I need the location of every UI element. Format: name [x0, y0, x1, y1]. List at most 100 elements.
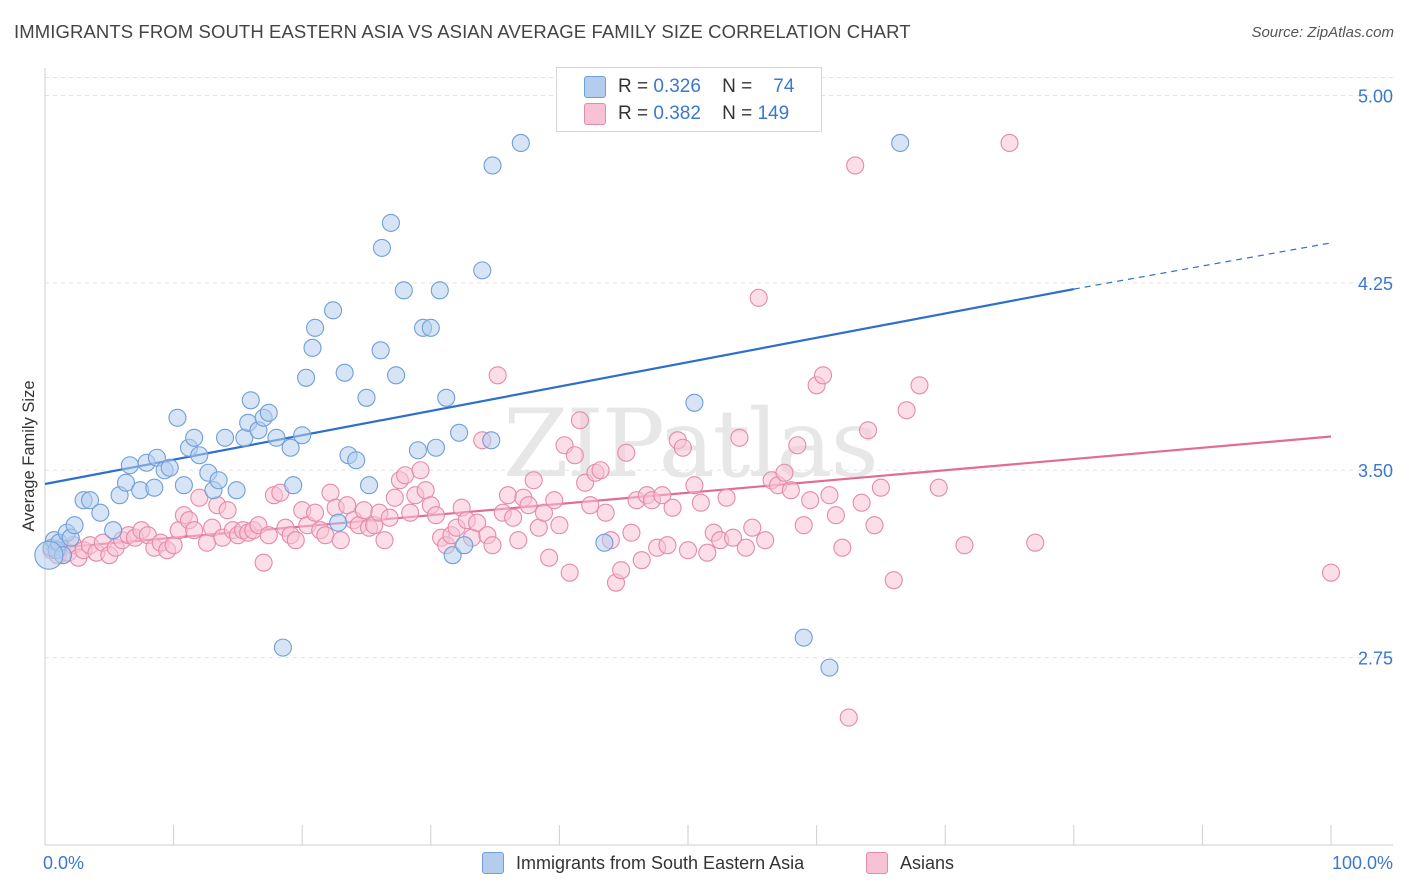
point-asians — [259, 526, 278, 545]
point-asians — [524, 471, 543, 490]
point-asians — [820, 486, 839, 505]
point-asians — [622, 523, 641, 542]
point-asians — [396, 466, 415, 485]
point-asians — [498, 486, 518, 505]
point-asians — [794, 516, 813, 535]
point-asians — [801, 491, 820, 510]
point-asians — [509, 531, 528, 550]
point-immigrants — [281, 438, 300, 457]
legend-n-label: N = — [722, 76, 753, 97]
point-immigrants — [104, 521, 123, 540]
point-immigrants — [595, 533, 614, 552]
point-immigrants — [357, 388, 376, 407]
point-immigrants — [190, 446, 209, 465]
point-asians — [416, 481, 435, 500]
point-asians — [910, 376, 929, 395]
point-immigrants — [267, 428, 286, 447]
point-asians — [483, 536, 502, 555]
point-immigrants — [34, 540, 64, 570]
point-asians — [612, 561, 631, 580]
point-asians — [775, 463, 794, 482]
point-asians — [717, 488, 736, 507]
point-immigrants — [511, 133, 530, 153]
point-immigrants — [116, 473, 136, 492]
series-asians-points — [42, 133, 1341, 727]
point-immigrants — [437, 388, 456, 407]
point-asians — [663, 498, 682, 517]
legend-r-label: R = — [618, 103, 649, 124]
point-asians — [316, 526, 335, 545]
point-asians — [545, 491, 564, 510]
point-asians — [570, 411, 590, 430]
point-immigrants — [209, 471, 228, 490]
point-immigrants — [215, 428, 235, 447]
source-credit: Source: ZipAtlas.com — [1251, 24, 1394, 41]
legend-swatch-pink — [584, 103, 606, 125]
point-asians — [955, 536, 974, 555]
point-asians — [846, 156, 865, 175]
point-immigrants — [174, 476, 193, 495]
point-asians — [331, 531, 350, 550]
point-asians — [736, 538, 755, 557]
point-asians — [839, 708, 858, 727]
legend-n-label: N = — [722, 103, 753, 124]
point-asians — [1321, 563, 1341, 582]
trendline-blue-solid — [44, 288, 1075, 486]
point-asians — [306, 503, 325, 522]
legend-n-value-blue: 74 — [773, 76, 795, 97]
point-immigrants — [120, 456, 139, 475]
trendline-blue-dashed — [1073, 242, 1332, 290]
point-asians — [519, 496, 538, 515]
point-asians — [678, 541, 698, 560]
bottom-legend-label-pink: Asians — [900, 852, 955, 873]
point-asians — [540, 548, 559, 567]
point-asians — [658, 536, 677, 555]
point-asians — [321, 483, 340, 502]
point-immigrants — [371, 341, 390, 360]
point-immigrants — [443, 546, 462, 565]
bottom-legend-pink: Asians — [866, 852, 954, 874]
point-immigrants — [284, 476, 303, 495]
point-immigrants — [303, 338, 322, 357]
point-asians — [871, 478, 890, 497]
point-immigrants — [293, 426, 312, 445]
point-asians — [653, 486, 672, 505]
point-asians — [685, 476, 704, 495]
point-asians — [1026, 533, 1045, 552]
point-immigrants — [450, 423, 469, 442]
point-immigrants — [483, 156, 502, 175]
point-immigrants — [329, 513, 348, 532]
point-immigrants — [387, 366, 406, 385]
point-immigrants — [381, 213, 400, 232]
point-asians — [534, 503, 554, 522]
point-asians — [197, 533, 217, 552]
point-asians — [354, 501, 373, 520]
point-asians — [468, 513, 487, 532]
point-immigrants — [430, 281, 449, 300]
point-immigrants — [820, 658, 839, 677]
point-asians — [385, 488, 404, 507]
bottom-legend-blue: Immigrants from South Eastern Asia — [482, 852, 804, 874]
point-asians — [190, 488, 209, 507]
point-asians — [691, 493, 710, 512]
point-asians — [852, 493, 871, 512]
point-asians — [743, 518, 762, 537]
bottom-legend-swatch-blue — [482, 852, 504, 874]
point-asians — [749, 288, 768, 307]
point-asians — [833, 538, 852, 557]
point-immigrants — [347, 451, 366, 470]
point-immigrants — [891, 133, 910, 153]
point-immigrants — [273, 638, 292, 657]
point-asians — [673, 438, 692, 457]
y-tick-labels: 2.75 3.50 4.25 5.00 — [1358, 86, 1393, 668]
point-immigrants — [160, 458, 179, 477]
point-asians — [185, 521, 204, 540]
point-asians — [488, 366, 507, 385]
point-immigrants — [324, 301, 343, 320]
point-asians — [897, 401, 916, 420]
point-asians — [560, 563, 579, 582]
point-asians — [286, 531, 305, 550]
point-immigrants — [360, 476, 379, 495]
point-immigrants — [685, 393, 704, 412]
